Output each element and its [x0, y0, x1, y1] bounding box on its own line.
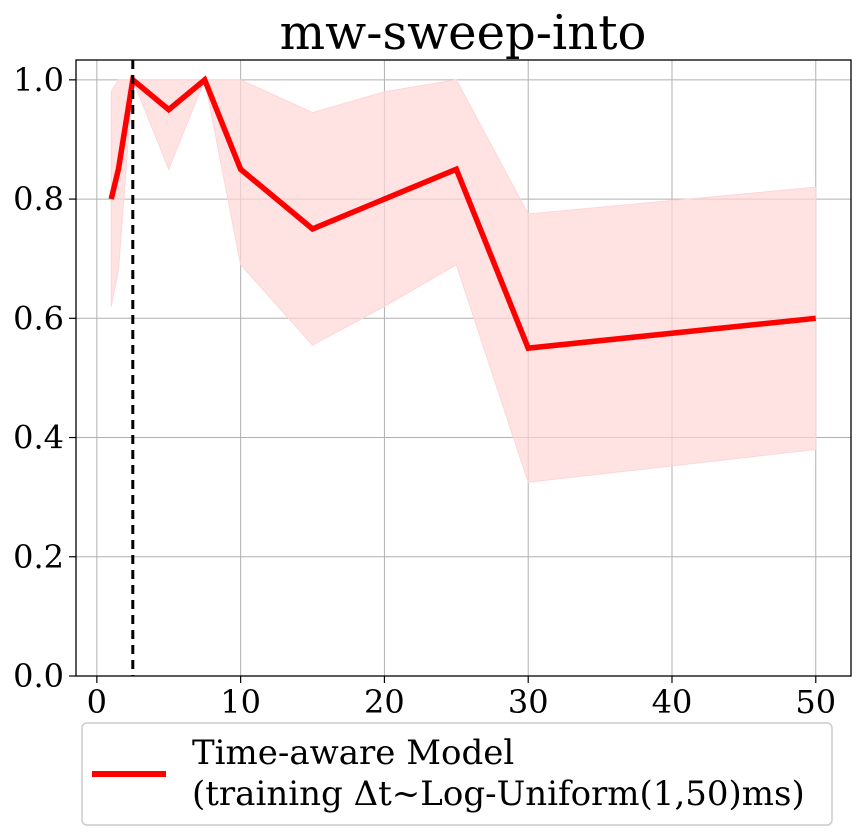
y-axis: 0.0 0.2 0.4 0.6 0.8 1.0 — [13, 61, 76, 695]
x-tick-label-1: 10 — [220, 683, 261, 721]
series-band-0 — [110, 78, 817, 483]
y-tick-label-4: 0.8 — [13, 180, 64, 218]
legend: Time-aware Model (training Δt~Log-Unifor… — [81, 722, 833, 826]
y-tick-label-1: 0.2 — [13, 538, 64, 576]
y-tick-label-5: 1.0 — [13, 61, 64, 99]
plot-frame — [75, 59, 852, 677]
x-axis: 0 10 20 30 40 50 — [87, 676, 836, 721]
chart-title: mw-sweep-into — [280, 5, 647, 61]
x-tick-label-4: 40 — [652, 683, 693, 721]
y-tick-label-2: 0.4 — [13, 419, 64, 457]
series-line-0 — [108, 74, 817, 352]
legend-label-line-1: Time-aware Model — [192, 733, 514, 773]
confidence-band — [110, 78, 817, 483]
x-tick-label-3: 30 — [508, 683, 549, 721]
legend-box — [81, 722, 833, 826]
x-tick-label-0: 0 — [87, 683, 107, 721]
legend-label-line-2: (training Δt~Log-Uniform(1,50)ms) — [192, 774, 805, 814]
y-tick-label-3: 0.6 — [13, 299, 64, 337]
y-tick-label-0: 0.0 — [13, 657, 64, 695]
x-tick-label-5: 50 — [795, 683, 836, 721]
series-line — [108, 74, 817, 352]
x-tick-label-2: 20 — [364, 683, 405, 721]
